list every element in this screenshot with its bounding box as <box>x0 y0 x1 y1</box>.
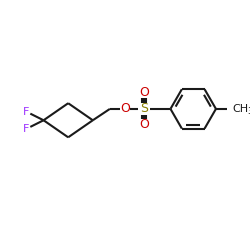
Text: F: F <box>23 107 30 117</box>
Text: 3: 3 <box>247 107 250 116</box>
Text: S: S <box>140 102 148 116</box>
Text: CH: CH <box>232 104 248 114</box>
Text: F: F <box>23 124 30 134</box>
Text: O: O <box>120 102 130 116</box>
Text: O: O <box>139 86 149 99</box>
Text: O: O <box>139 118 149 132</box>
